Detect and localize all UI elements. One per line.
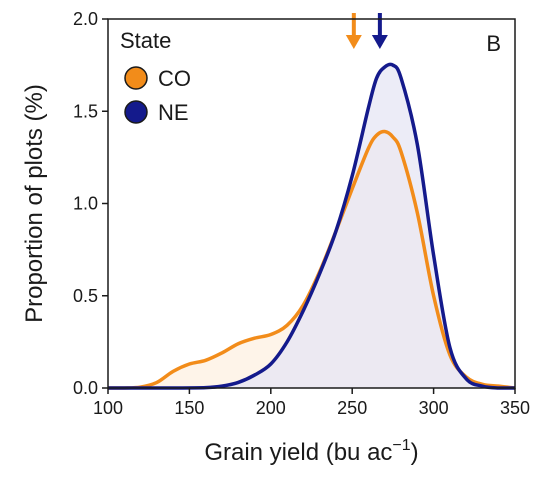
x-axis-title-main: Grain yield (bu ac xyxy=(204,439,392,466)
mean-arrow-ne xyxy=(371,13,388,49)
legend-title: State xyxy=(120,28,171,53)
legend-swatch-co xyxy=(124,66,148,90)
density-line-ne xyxy=(107,62,515,390)
legend-item-ne: NE xyxy=(124,100,189,125)
legend-label-co: CO xyxy=(158,66,191,91)
y-tick-label: 0.0 xyxy=(73,378,98,398)
legend-swatch-ne xyxy=(124,100,148,124)
legend-label-ne: NE xyxy=(158,100,189,125)
y-tick-label: 0.5 xyxy=(73,286,98,306)
y-tick-label: 2.0 xyxy=(73,9,98,29)
plot-frame xyxy=(107,18,516,389)
x-tick-label: 300 xyxy=(419,398,449,418)
y-axis-title: Proportion of plots (%) xyxy=(21,84,48,323)
x-tick-label: 250 xyxy=(337,398,367,418)
y-tick-label: 1.0 xyxy=(73,194,98,214)
plot-area xyxy=(107,13,516,390)
x-tick-label: 100 xyxy=(93,398,123,418)
panel-label: B xyxy=(486,31,501,56)
legend-item-co: CO xyxy=(124,66,191,91)
x-tick-label: 150 xyxy=(174,398,204,418)
x-tick-label: 350 xyxy=(500,398,530,418)
axis-ticks: 100 150 200 250 300 350 0.0 0.5 1.0 1.5 2.0 xyxy=(73,9,530,418)
y-tick-label: 1.5 xyxy=(73,101,98,121)
x-axis-title-superscript: −1 xyxy=(392,437,410,454)
legend: State CO NE xyxy=(120,28,191,125)
mean-arrow-co xyxy=(345,13,362,49)
x-axis-title: Grain yield (bu ac−1) xyxy=(204,437,418,466)
x-axis-title-close: ) xyxy=(411,439,419,466)
x-tick-label: 200 xyxy=(256,398,286,418)
density-area-ne xyxy=(108,64,515,388)
